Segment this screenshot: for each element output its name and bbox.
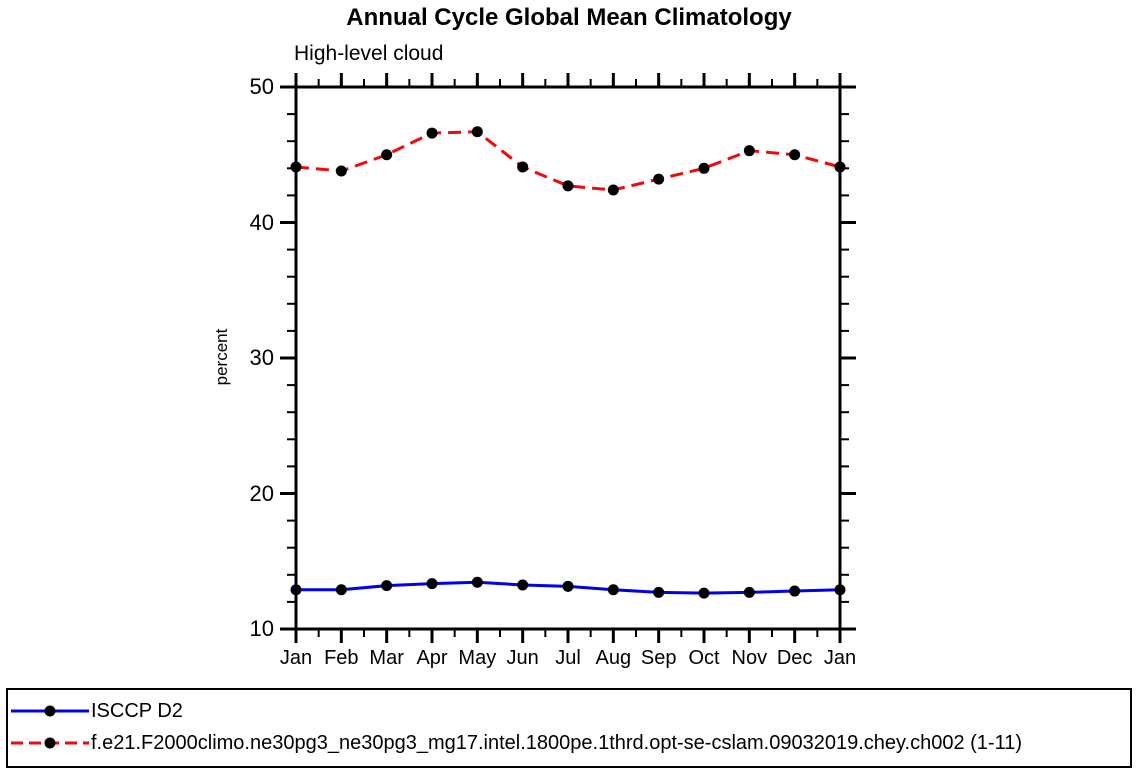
- data-point: [517, 161, 529, 173]
- data-point: [426, 127, 438, 139]
- chart-title: Annual Cycle Global Mean Climatology: [346, 4, 792, 31]
- data-point: [653, 586, 665, 598]
- data-point: [381, 149, 393, 161]
- data-point: [335, 584, 347, 596]
- legend: ISCCP D2 f.e21.F2000climo.ne30pg3_ne30pg…: [6, 688, 1132, 768]
- plot-box: [294, 85, 842, 631]
- data-point: [653, 173, 665, 185]
- x-tick-label-0-Jan: Jan: [279, 647, 313, 669]
- x-tick-label-9-Oct: Oct: [688, 647, 720, 669]
- data-point: [562, 180, 574, 192]
- data-point: [834, 584, 846, 596]
- y-tick-label-30: 30: [249, 345, 274, 370]
- x-tick-label-12-Jan: Jan: [823, 647, 857, 669]
- data-point: [426, 578, 438, 590]
- y-tick-label-10: 10: [249, 616, 274, 641]
- data-point: [381, 580, 393, 592]
- y-tick-label-50: 50: [249, 74, 274, 99]
- x-tick-label-5-Jun: Jun: [506, 647, 539, 669]
- legend-item-model: f.e21.F2000climo.ne30pg3_ne30pg3_mg17.in…: [8, 727, 1130, 759]
- chart-subtitle: High-level cloud: [294, 42, 444, 65]
- x-tick-label-6-Jul: Jul: [555, 647, 581, 669]
- data-point: [834, 161, 846, 173]
- data-point: [607, 584, 619, 596]
- y-tick-label-20: 20: [249, 480, 274, 506]
- data-point: [698, 162, 710, 174]
- data-point: [789, 149, 801, 161]
- x-tick-label-10-Nov: Nov: [731, 647, 768, 669]
- data-point: [471, 576, 483, 588]
- data-point: [789, 585, 801, 597]
- x-tick-label-4-May: May: [458, 647, 497, 669]
- x-tick-label-7-Aug: Aug: [595, 647, 632, 669]
- data-point: [607, 184, 619, 196]
- x-tick-label-2-Mar: Mar: [369, 647, 404, 669]
- x-tick-label-1-Feb: Feb: [324, 647, 359, 669]
- x-tick-label-11-Dec: Dec: [776, 647, 813, 669]
- x-tick-label-3-Apr: Apr: [416, 647, 448, 669]
- x-tick-label-8-Sep: Sep: [640, 647, 677, 669]
- data-point: [471, 126, 483, 138]
- data-point: [290, 584, 302, 596]
- legend-line-sample-obs: [11, 705, 89, 717]
- data-point: [335, 165, 347, 177]
- legend-label-model: f.e21.F2000climo.ne30pg3_ne30pg3_mg17.in…: [91, 731, 1023, 754]
- legend-label-obs: ISCCP D2: [91, 699, 183, 722]
- legend-item-obs: ISCCP D2: [8, 695, 1130, 727]
- legend-line-sample-model: [11, 737, 89, 749]
- data-point: [517, 579, 529, 591]
- data-point: [743, 145, 755, 157]
- y-tick-label-40: 40: [249, 209, 274, 235]
- data-point: [562, 580, 574, 592]
- data-point: [290, 161, 302, 173]
- data-point: [698, 587, 710, 599]
- data-point: [743, 586, 755, 598]
